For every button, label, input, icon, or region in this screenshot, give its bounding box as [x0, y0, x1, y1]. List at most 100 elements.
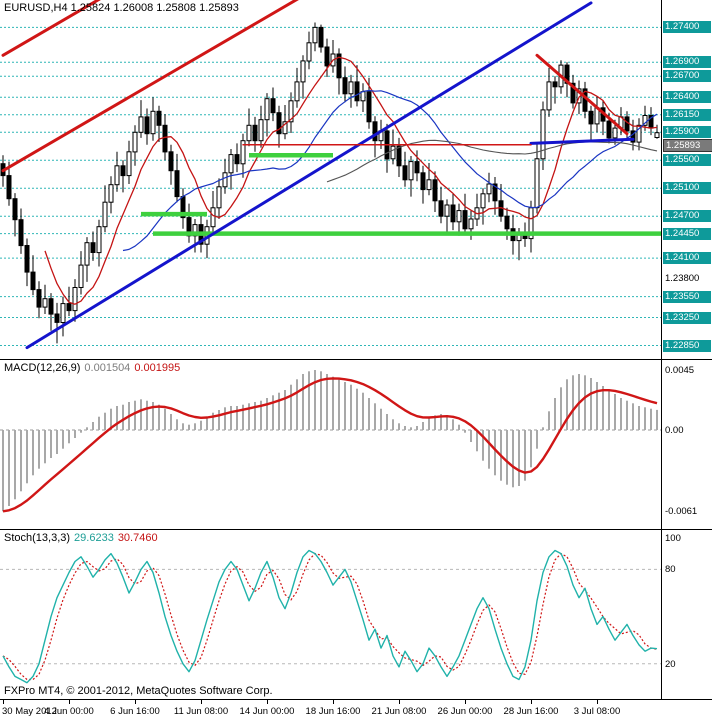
macd-main-value: 0.001504	[84, 362, 131, 374]
moving-average-line	[44, 56, 658, 305]
price-axis[interactable]: 1.27400 1.26900 1.26700 1.26400 1.26150 1.259…	[662, 0, 712, 700]
time-axis[interactable]: 30 May 2012 4 Jun 00:00 6 Jun 16:00 11 Jun …	[0, 700, 712, 725]
candle-body	[534, 158, 540, 209]
candle-body	[654, 132, 660, 138]
candle-body	[420, 172, 426, 191]
candle-body	[492, 183, 498, 202]
candle-body	[414, 161, 420, 174]
copyright-text: FXPro MT4, © 2001-2012, MetaQuotes Softw…	[4, 685, 273, 697]
candle-body	[270, 98, 276, 114]
price-level-label: 1.23550	[663, 291, 711, 303]
candle-body	[462, 210, 468, 230]
time-tick	[597, 700, 598, 704]
time-tick	[135, 700, 136, 704]
candle-body	[30, 271, 36, 291]
candle-body	[336, 53, 342, 79]
moving-average-line	[326, 139, 658, 183]
candle-body	[54, 313, 60, 323]
candle-body	[18, 219, 24, 247]
axis-separator	[661, 0, 662, 700]
candle-body	[426, 179, 432, 191]
macd-header: MACD(12,26,9) 0.001504 0.001995	[4, 362, 184, 375]
candle-body	[240, 140, 246, 165]
candle-body	[258, 119, 264, 142]
candle-body	[402, 165, 408, 181]
red-channel-lower-trendline[interactable]	[1, 0, 321, 173]
candle-body	[606, 120, 612, 139]
time-axis-label: 28 Jun 16:00	[503, 706, 559, 717]
stoch-scale-label: 100	[665, 532, 681, 544]
candle-body	[288, 100, 294, 123]
time-tick	[69, 700, 70, 704]
macd-chart[interactable]	[0, 360, 661, 530]
moving-average-line	[122, 89, 658, 252]
macd-scale-min: -0.0061	[665, 506, 698, 518]
candle-body	[486, 183, 492, 195]
red-channel-upper-trendline[interactable]	[1, 0, 117, 57]
blue-uptrend-trendline[interactable]	[25, 1, 593, 350]
triangle-support-trendline[interactable]	[529, 137, 635, 145]
price-level-label: 1.24700	[663, 210, 711, 222]
time-tick	[531, 700, 532, 704]
price-level-label: 1.22850	[663, 340, 711, 352]
candle-body	[66, 303, 72, 312]
pane-separator[interactable]	[0, 359, 712, 360]
candle-body	[624, 116, 630, 132]
time-axis-label: 14 Jun 00:00	[239, 706, 295, 717]
price-tick-label: 1.23800	[665, 273, 700, 284]
stochastic-chart[interactable]	[0, 530, 661, 700]
candle-body	[312, 26, 318, 44]
time-axis-label: 11 Jun 08:00	[173, 706, 229, 717]
candle-body	[540, 109, 546, 160]
candle-body	[300, 60, 306, 83]
time-tick	[201, 700, 202, 704]
macd-pane[interactable]: MACD(12,26,9) 0.001504 0.001995	[0, 360, 661, 530]
time-tick	[3, 700, 4, 704]
candle-body	[60, 303, 66, 324]
candle-body	[468, 218, 474, 230]
candle-body	[372, 121, 378, 142]
candle-body	[234, 154, 240, 165]
stochastic-header: Stoch(13,3,3) 29.6233 30.7460	[4, 532, 162, 545]
candle-body	[504, 215, 510, 230]
time-tick	[465, 700, 466, 704]
candle-body	[120, 165, 126, 177]
time-axis-label: 4 Jun 00:00	[44, 706, 94, 717]
candle-body	[174, 170, 180, 198]
candle-body	[612, 127, 618, 139]
price-level-label: 1.27400	[663, 21, 711, 33]
candle-body	[552, 81, 558, 88]
candle-body	[246, 124, 252, 142]
time-axis-label: 18 Jun 16:00	[305, 706, 361, 717]
price-chart-pane[interactable]: EURUSD,H4 1.25824 1.26008 1.25808 1.2589…	[0, 0, 661, 360]
candle-body	[396, 145, 402, 167]
candle-body	[126, 151, 132, 177]
candle-body	[168, 151, 174, 172]
macd-scale-max: 0.0045	[665, 365, 695, 376]
stoch-scale-label: 80	[665, 564, 676, 576]
chart-ohlc-header: EURUSD,H4 1.25824 1.26008 1.25808 1.2589…	[4, 2, 243, 15]
stoch-label: Stoch(13,3,3)	[4, 532, 71, 544]
current-price-label: 1.25893	[663, 139, 712, 152]
pane-separator	[0, 699, 712, 700]
candle-body	[90, 242, 96, 253]
time-tick	[267, 700, 268, 704]
candle-body	[366, 91, 372, 123]
triangle-resistance-trendline[interactable]	[535, 53, 629, 136]
time-axis-label: 30 May 2012	[2, 706, 57, 717]
candle-body	[252, 124, 258, 142]
candlestick-chart[interactable]	[0, 0, 661, 360]
candle-body	[432, 179, 438, 202]
candle-body	[642, 115, 648, 126]
price-level-label: 1.24100	[663, 252, 711, 264]
price-level-label: 1.25100	[663, 182, 711, 194]
pane-separator[interactable]	[0, 529, 712, 530]
stochastic-pane[interactable]: Stoch(13,3,3) 29.6233 30.7460 FXPro MT4, ©…	[0, 530, 661, 700]
candle-body	[360, 91, 366, 102]
stoch-k-line	[2, 549, 658, 684]
candle-body	[12, 198, 18, 221]
candle-body	[96, 226, 102, 254]
candle-body	[228, 154, 234, 174]
candle-body	[144, 116, 150, 135]
candle-body	[84, 242, 90, 266]
